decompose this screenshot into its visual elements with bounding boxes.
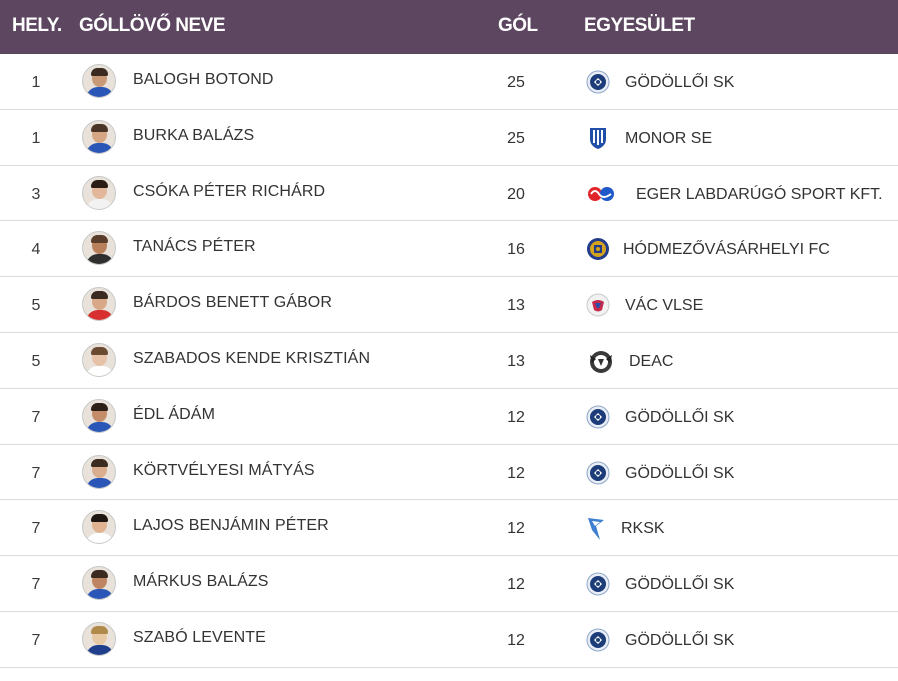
godolloi-sk-logo: [586, 405, 610, 429]
goals-cell: 12: [507, 464, 525, 482]
rank-cell: 7: [31, 464, 41, 482]
rank-cell: 7: [31, 520, 41, 538]
goals-cell: 12: [507, 576, 525, 594]
club-name[interactable]: HÓDMEZŐVÁSÁRHELYI FC: [623, 241, 830, 259]
player-avatar: [82, 566, 116, 601]
rank-cell: 5: [31, 297, 41, 315]
club-name[interactable]: DEAC: [629, 352, 674, 370]
table-row[interactable]: 7 LAJOS BENJÁMIN PÉTER 12 RKSK: [0, 500, 898, 557]
eger-logo: [586, 182, 614, 206]
header-rank[interactable]: HELY.: [12, 15, 62, 36]
player-avatar: [82, 287, 116, 322]
table-row[interactable]: 5 BÁRDOS BENETT GÁBOR 13 VÁC VLSE: [0, 277, 898, 333]
rank-cell: 1: [31, 74, 41, 91]
table-row[interactable]: 7 KÖRTVÉLYESI MÁTYÁS 12 GÖDÖLLŐI SK: [0, 445, 898, 501]
header-goals[interactable]: GÓL: [498, 15, 538, 36]
godolloi-sk-logo: [586, 572, 610, 596]
player-avatar: [82, 119, 116, 154]
rank-cell: 7: [31, 631, 41, 649]
player-avatar: [82, 231, 116, 266]
player-name[interactable]: ÉDL ÁDÁM: [133, 405, 216, 423]
club-name[interactable]: GÖDÖLLŐI SK: [625, 464, 735, 482]
godolloi-sk-logo: [586, 70, 610, 94]
monor-se-logo: [586, 126, 610, 150]
deac-logo: [586, 349, 612, 373]
goals-cell: 12: [507, 408, 525, 426]
player-name[interactable]: SZABADOS KENDE KRISZTIÁN: [133, 349, 371, 367]
player-avatar: [82, 342, 116, 377]
table-header: HELY. GÓLLÖVŐ NEVE GÓL EGYESÜLET: [0, 0, 898, 54]
table-row[interactable]: 3 CSÓKA PÉTER RICHÁRD 20 EGER LABDARÚGÓ SPO…: [0, 166, 898, 222]
player-avatar: [82, 175, 116, 210]
player-avatar: [82, 621, 116, 656]
vac-vlse-logo: [586, 293, 610, 317]
player-name[interactable]: SZABÓ LEVENTE: [133, 628, 266, 646]
table-row[interactable]: 7 ÉDL ÁDÁM 12 GÖDÖLLŐI SK: [0, 389, 898, 445]
club-name[interactable]: MONOR SE: [625, 129, 713, 147]
goals-cell: 20: [507, 185, 525, 203]
header-club[interactable]: EGYESÜLET: [584, 15, 695, 36]
goals-cell: 12: [507, 520, 525, 538]
rank-cell: 4: [31, 241, 41, 259]
rksk-logo: [586, 516, 610, 541]
rank-cell: 7: [31, 408, 41, 426]
table-row[interactable]: 5 SZABADOS KENDE KRISZTIÁN 13 DEAC: [0, 333, 898, 389]
player-name[interactable]: MÁRKUS BALÁZS: [133, 573, 269, 591]
player-name[interactable]: CSÓKA PÉTER RICHÁRD: [133, 182, 326, 200]
club-name[interactable]: GÖDÖLLŐI SK: [625, 408, 735, 426]
header-name[interactable]: GÓLLÖVŐ NEVE: [79, 15, 226, 36]
rank-cell: 7: [31, 576, 41, 594]
table-row[interactable]: 7 SZABÓ LEVENTE 12 GÖDÖLLŐI SK: [0, 612, 898, 668]
table-row[interactable]: 4 TANÁCS PÉTER 16 HÓDMEZŐVÁSÁRHELYI FC: [0, 221, 898, 278]
player-name[interactable]: LAJOS BENJÁMIN PÉTER: [133, 517, 329, 535]
player-name[interactable]: BURKA BALÁZS: [133, 126, 255, 144]
club-name[interactable]: GÖDÖLLŐI SK: [625, 74, 735, 91]
player-avatar: [82, 454, 116, 489]
player-name[interactable]: KÖRTVÉLYESI MÁTYÁS: [133, 461, 315, 479]
club-name[interactable]: EGER LABDARÚGÓ SPORT KFT.: [636, 185, 883, 203]
godolloi-sk-logo: [586, 628, 610, 652]
goals-cell: 12: [507, 631, 525, 649]
player-name[interactable]: BÁRDOS BENETT GÁBOR: [133, 294, 332, 312]
table-body: 1 BALOGH BOTOND 25 GÖDÖLLŐI SK 1 BURKA BALÁZS…: [0, 54, 898, 668]
club-name[interactable]: GÖDÖLLŐI SK: [625, 631, 735, 649]
rank-cell: 3: [31, 185, 41, 203]
player-name[interactable]: BALOGH BOTOND: [133, 71, 274, 88]
player-avatar: [82, 398, 116, 433]
club-name[interactable]: VÁC VLSE: [625, 297, 704, 315]
club-name[interactable]: GÖDÖLLŐI SK: [625, 576, 735, 594]
goals-cell: 25: [507, 74, 525, 91]
player-avatar: [82, 510, 116, 545]
player-name[interactable]: TANÁCS PÉTER: [133, 238, 256, 256]
player-avatar: [82, 64, 116, 98]
table-row[interactable]: 1 BALOGH BOTOND 25 GÖDÖLLŐI SK: [0, 54, 898, 110]
goals-cell: 13: [507, 297, 525, 315]
table-row[interactable]: 7 MÁRKUS BALÁZS 12 GÖDÖLLŐI SK: [0, 556, 898, 612]
rank-cell: 5: [31, 352, 41, 370]
goals-cell: 25: [507, 129, 525, 147]
table-row[interactable]: 1 BURKA BALÁZS 25 MONOR SE: [0, 110, 898, 166]
goals-cell: 16: [507, 241, 525, 259]
goals-cell: 13: [507, 352, 525, 370]
rank-cell: 1: [31, 129, 41, 147]
club-name[interactable]: RKSK: [621, 520, 665, 538]
godolloi-sk-logo: [586, 461, 610, 485]
hodmezovasarhelyi-logo: [586, 237, 610, 261]
